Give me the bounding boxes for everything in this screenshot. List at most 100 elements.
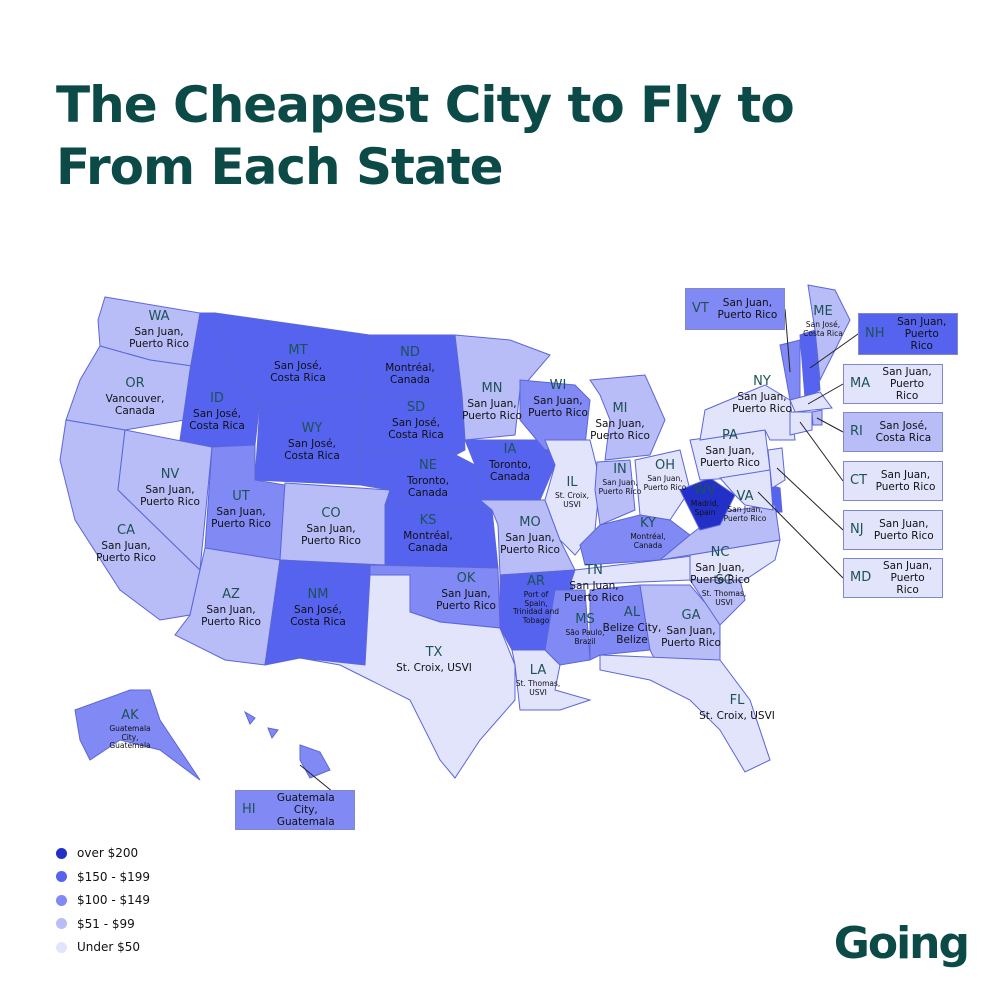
state-box: VT San Juan, Puerto Rico xyxy=(685,288,785,330)
state-shape xyxy=(811,409,823,426)
legend-swatch xyxy=(56,918,67,929)
state-shape xyxy=(454,334,551,441)
state-city: Vancouver, Canada xyxy=(105,393,165,417)
state-label: KY Montréal, Canada xyxy=(624,515,672,550)
state-abbr: AZ xyxy=(222,587,240,602)
legend-label: over $200 xyxy=(77,846,139,860)
state-city: San Juan, Puerto Rico xyxy=(732,391,792,415)
leader-line xyxy=(807,383,844,405)
state-label: ND Montréal, Canada xyxy=(372,344,448,386)
state-abbr: KS xyxy=(419,513,437,528)
state-box: NH San Juan, Puerto Rico xyxy=(858,313,958,355)
state-city: San José, Costa Rica xyxy=(803,320,843,338)
state-city: San Juan, Puerto Rico xyxy=(661,625,721,649)
state-abbr: TN xyxy=(585,563,603,578)
legend-item: Under $50 xyxy=(56,940,140,954)
legend-item: $100 - $149 xyxy=(56,893,150,907)
state-city: Montréal, Canada xyxy=(385,362,435,386)
state-box: HI Guatemala City, Guatemala xyxy=(235,790,355,830)
state-label: SC St. Thomas, USVI xyxy=(700,572,748,607)
state-city: Guatemala City, Guatemala xyxy=(276,792,335,828)
state-abbr: MS xyxy=(575,612,595,627)
state-city: Montréal, Canada xyxy=(403,530,453,554)
state-label: MS São Paulo, Brazil xyxy=(561,611,609,646)
state-city: St. Thomas, USVI xyxy=(701,589,747,607)
state-city: San José, Costa Rica xyxy=(284,438,340,462)
state-city: San Juan, Puerto Rico xyxy=(211,506,271,530)
state-label: VA San Juan, Puerto Rico xyxy=(721,488,769,523)
legend-swatch xyxy=(56,894,67,906)
legend-label: $150 - $199 xyxy=(77,869,151,884)
legend-item: $51 - $99 xyxy=(56,917,135,931)
state-city: San Juan, Puerto Rico xyxy=(590,418,650,442)
state-city: San Juan, Puerto Rico xyxy=(643,474,687,492)
state-shape xyxy=(359,394,466,459)
state-abbr: AK xyxy=(121,708,139,723)
state-city: Guatemala City, Guatemala xyxy=(109,724,151,750)
legend-swatch xyxy=(56,941,67,953)
state-abbr: RI xyxy=(850,424,863,439)
state-abbr: GA xyxy=(681,608,701,623)
state-abbr: WA xyxy=(148,309,170,324)
state-abbr: NH xyxy=(865,326,885,341)
state-city: Madrid, Spain xyxy=(690,499,720,517)
state-abbr: ND xyxy=(400,345,420,360)
state-label: ID San José, Costa Rica xyxy=(179,390,255,432)
state-label: SD San José, Costa Rica xyxy=(378,399,454,441)
state-shape xyxy=(299,744,331,779)
state-box: MD San Juan, Puerto Rico xyxy=(843,558,943,598)
legend-item: over $200 xyxy=(56,846,138,860)
state-abbr: NC xyxy=(710,545,730,560)
state-city: St. Croix, USVI xyxy=(554,491,590,509)
state-label: ME San José, Costa Rica xyxy=(799,303,847,338)
state-abbr: MD xyxy=(850,570,872,585)
state-abbr: HI xyxy=(242,802,256,817)
state-city: San Juan, Puerto Rico xyxy=(201,604,261,628)
state-city: San Juan, Puerto Rico xyxy=(301,523,361,547)
state-shape xyxy=(544,589,591,666)
state-label: NY San Juan, Puerto Rico xyxy=(724,373,800,415)
state-label: LA St. Thomas, USVI xyxy=(514,662,562,697)
state-city: San Juan, Puerto Rico xyxy=(717,297,778,321)
state-abbr: PA xyxy=(722,428,738,443)
state-abbr: SC xyxy=(715,573,733,588)
state-label: WV Madrid, Spain xyxy=(681,482,729,517)
state-city: San Juan, Puerto Rico xyxy=(690,562,750,586)
state-label: AK Guatemala City, Guatemala xyxy=(106,707,154,751)
state-label: AR Port of Spain, Trinidad and Tobago xyxy=(512,573,560,625)
state-label: UT San Juan, Puerto Rico xyxy=(203,488,279,530)
state-city: San José, Costa Rica xyxy=(290,604,346,628)
state-abbr: KY xyxy=(639,516,656,531)
state-city: Toronto, Canada xyxy=(406,475,450,499)
logo: Going xyxy=(833,918,970,969)
state-city: San Juan, Puerto Rico xyxy=(882,366,932,402)
legend-swatch xyxy=(56,871,67,882)
state-city: San Juan, Puerto Rico xyxy=(129,326,189,350)
state-city: San Juan, Puerto Rico xyxy=(500,532,560,556)
state-city: San Juan, Puerto Rico xyxy=(598,478,642,496)
state-city: Port of Spain, Trinidad and Tobago xyxy=(512,590,560,625)
legend-label: Under $50 xyxy=(77,940,141,954)
state-box: RI San José, Costa Rica xyxy=(843,412,943,452)
leader-line xyxy=(816,417,844,433)
leader-line xyxy=(784,308,791,373)
state-shape xyxy=(634,449,691,521)
state-shape xyxy=(699,384,796,441)
state-city: St. Croix, USVI xyxy=(396,662,472,674)
state-label: CO San Juan, Puerto Rico xyxy=(293,505,369,547)
state-box: NJ San Juan, Puerto Rico xyxy=(843,510,943,550)
state-abbr: AL xyxy=(623,605,641,620)
state-city: San Juan, Puerto Rico xyxy=(875,469,936,493)
state-city: São Paulo, Brazil xyxy=(565,628,605,646)
state-abbr: ID xyxy=(210,391,224,406)
state-label: GA San Juan, Puerto Rico xyxy=(653,607,729,649)
state-city: San Juan, Puerto Rico xyxy=(882,560,933,596)
state-label: TN San Juan, Puerto Rico xyxy=(556,562,632,604)
state-label: AL Belize City, Belize xyxy=(594,604,670,646)
state-label: WY San José, Costa Rica xyxy=(274,420,350,462)
state-abbr: IL xyxy=(566,475,578,490)
state-city: San José, Costa Rica xyxy=(388,417,444,441)
state-abbr: WI xyxy=(549,378,567,393)
state-label: MN San Juan, Puerto Rico xyxy=(454,380,530,422)
